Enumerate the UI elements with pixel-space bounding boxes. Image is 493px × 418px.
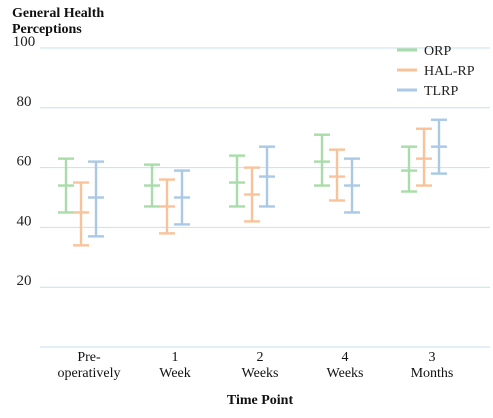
error-bar [259,145,275,208]
x-tick-label: 1 Week [159,350,191,381]
error-bar [344,157,360,214]
error-bar [401,145,417,193]
x-tick-label: Pre-operatively [58,350,121,381]
legend-item-hal-rp: HAL-RP [397,64,475,79]
error-bar [144,163,160,208]
error-bar [229,154,245,208]
y-tick-label-100: 100 [13,34,36,50]
error-bar [174,169,190,226]
legend-label: HAL-RP [424,64,475,79]
legend-item-tlrp: TLRP [397,84,458,99]
y-tick-label-60: 60 [17,154,32,170]
series-orp [58,133,417,214]
error-bar [159,178,175,235]
error-bar [314,133,330,187]
y-tick-label-40: 40 [17,213,32,229]
y-tick-label-80: 80 [17,94,32,110]
series-tlrp [88,118,447,238]
error-bars [58,118,447,247]
error-bar [88,160,104,238]
error-bar [329,148,345,202]
legend: ORP HAL-RP TLRP [397,44,475,99]
legend-item-orp: ORP [397,44,451,59]
axes: 20 40 60 80 100 Pre-operatively 1 Week 2 Weeks 4 We… [13,34,454,408]
x-tick-label: 3 Months [411,350,454,381]
error-bar [244,166,260,223]
error-bar [73,181,89,247]
legend-label: TLRP [424,84,458,99]
x-axis-title: Time Point [227,393,294,408]
gridlines [40,47,490,348]
y-tick-label-20: 20 [17,273,32,289]
error-bar [58,157,74,214]
series-hal-rp [73,127,432,247]
chart-title-text: General Health Perceptions [12,6,104,37]
legend-label: ORP [424,44,451,59]
error-bar [431,118,447,175]
x-tick-label: 4 Weeks [327,350,364,381]
error-bar [416,127,432,187]
chart-title: General Health Perceptions [12,6,104,37]
x-tick-label: 2 Weeks [242,350,279,381]
